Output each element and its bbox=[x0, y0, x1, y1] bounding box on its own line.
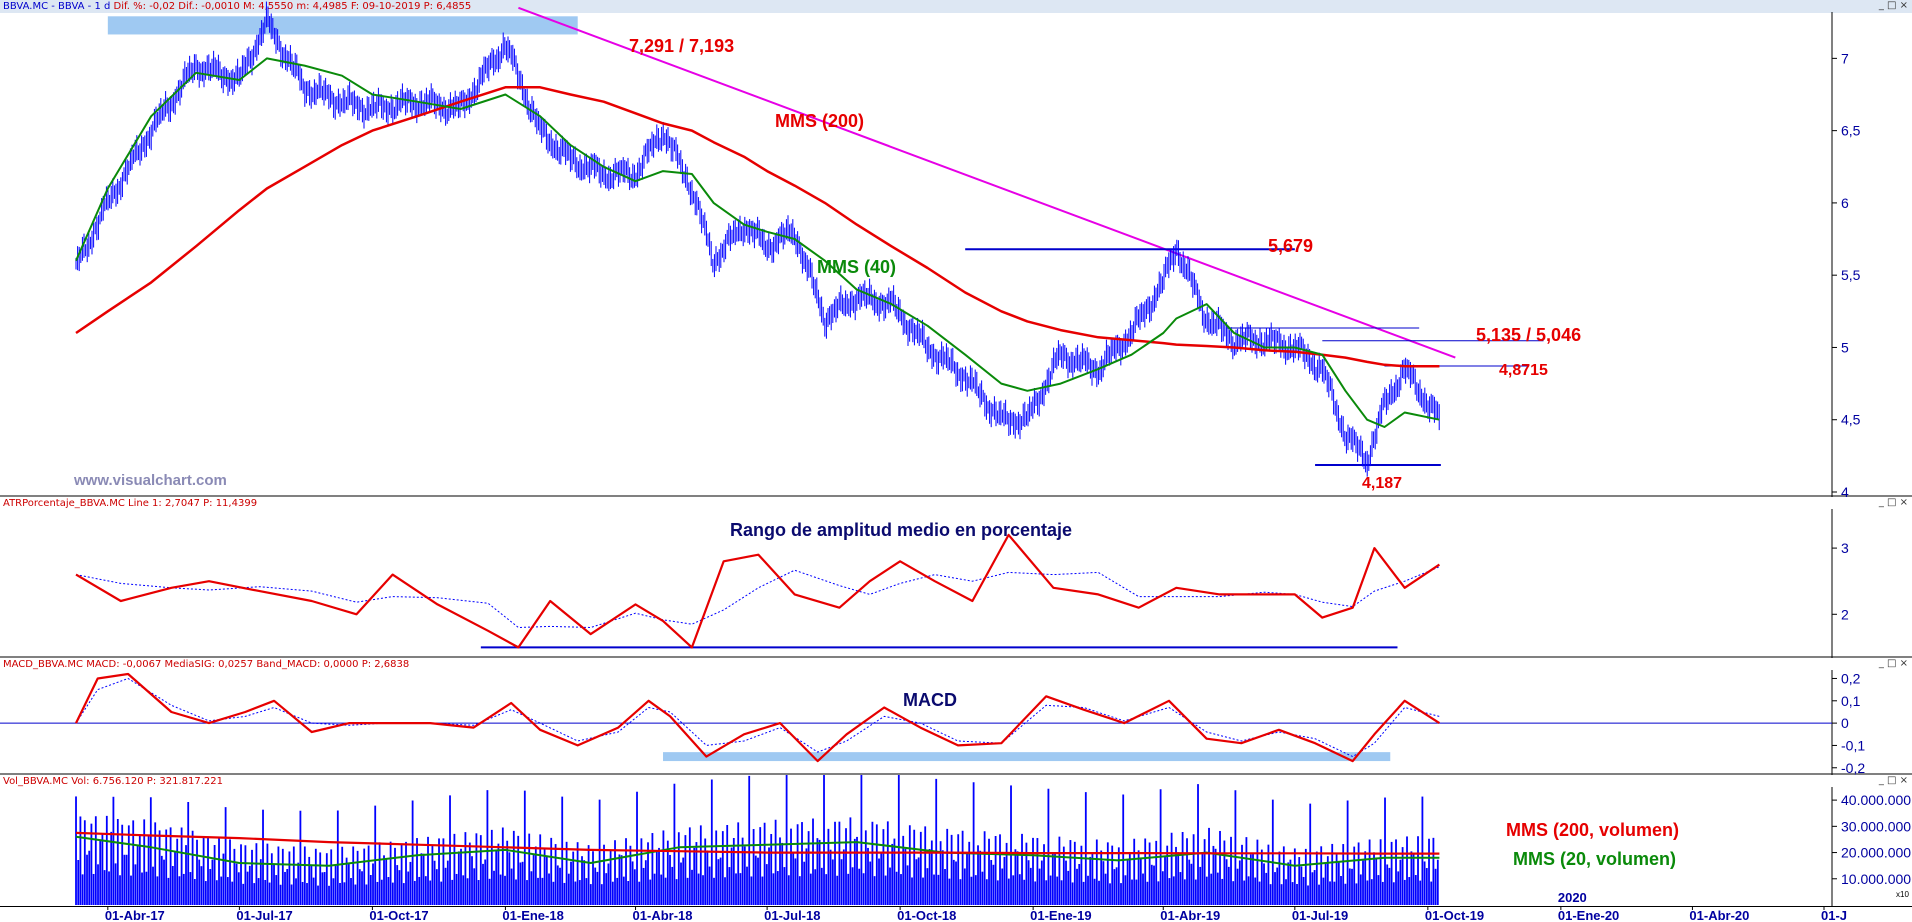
macd-title: MACD bbox=[903, 690, 957, 710]
macd-panel-stats: MACD: -0,0067 MediaSIG: 0,0257 Band_MACD… bbox=[83, 659, 410, 670]
date-tick-label: 01-Jul-18 bbox=[764, 908, 820, 922]
price-panel: BBVA.MC - BBVA - 1 d Dif. %: -0,02 Dif.:… bbox=[0, 0, 1912, 497]
level-5679-label: 5,679 bbox=[1268, 236, 1313, 256]
atr-title: Rango de amplitud medio en porcentaje bbox=[730, 520, 1072, 540]
y-tick-label: 7 bbox=[1841, 50, 1849, 66]
atr-panel-header: ATRPorcentaje_BBVA.MC Line 1: 2,7047 P: … bbox=[0, 497, 1912, 510]
y-tick-label: 10.000.000 bbox=[1841, 871, 1911, 887]
atr-panel: ATRPorcentaje_BBVA.MC Line 1: 2,7047 P: … bbox=[0, 497, 1912, 658]
trend-line bbox=[518, 6, 1456, 359]
macd-panel: MACD_BBVA.MC MACD: -0,0067 MediaSIG: 0,0… bbox=[0, 658, 1912, 775]
date-tick-label: 01-Abr-20 bbox=[1689, 908, 1749, 922]
date-tick-label: 01-Ene-20 bbox=[1558, 908, 1619, 922]
atr-panel-title: ATRPorcentaje_BBVA.MC bbox=[3, 498, 125, 509]
date-tick-label: 01-Ene-19 bbox=[1030, 908, 1091, 922]
date-tick-label: 01-Abr-19 bbox=[1160, 908, 1220, 922]
year-label: 2020 bbox=[1558, 890, 1587, 905]
volume-panel-controls[interactable]: _ □ × bbox=[1878, 775, 1908, 786]
atr-panel-controls[interactable]: _ □ × bbox=[1878, 497, 1908, 508]
volume-panel-title: Vol_BBVA.MC bbox=[3, 776, 69, 787]
volume-chart[interactable]: 40.000.000 30.000.000 20.000.000 10.000.000… bbox=[0, 775, 1912, 906]
y-tick-label: 4 bbox=[1841, 484, 1849, 497]
date-axis: 01-Abr-17 01-Jul-17 01-Oct-17 01-Ene-18 01-A… bbox=[0, 906, 1912, 922]
price-panel-title: BBVA.MC - BBVA - 1 d bbox=[3, 1, 111, 12]
date-axis-svg: 01-Abr-17 01-Jul-17 01-Oct-17 01-Ene-18 01-A… bbox=[0, 906, 1912, 922]
macd-chart[interactable]: 0,2 0,1 0 -0,1 -0,2 MACD bbox=[0, 658, 1912, 775]
date-tick-label: 01-Jul-19 bbox=[1292, 908, 1348, 922]
resistance-band bbox=[107, 16, 578, 35]
macd-signal-line bbox=[75, 678, 1440, 758]
support-label: 4,187 bbox=[1362, 475, 1402, 492]
price-panel-stats: Dif. %: -0,02 Dif.: -0,0010 M: 4,5550 m:… bbox=[110, 1, 472, 12]
y-tick-label: -0,1 bbox=[1841, 737, 1865, 753]
macd-panel-controls[interactable]: _ □ × bbox=[1878, 658, 1908, 669]
y-tick-label: 0 bbox=[1841, 715, 1849, 731]
date-tick-label: 01-Oct-19 bbox=[1425, 908, 1484, 922]
volume-panel-header: Vol_BBVA.MC Vol: 6.756.120 P: 321.817.22… bbox=[0, 775, 1912, 788]
sma40-label: MMS (40) bbox=[817, 257, 896, 277]
macd-highlight-band bbox=[663, 752, 1391, 762]
vol-sma200-label: MMS (200, volumen) bbox=[1506, 820, 1679, 840]
volume-panel: Vol_BBVA.MC Vol: 6.756.120 P: 321.817.22… bbox=[0, 775, 1912, 906]
sma40-line bbox=[75, 57, 1440, 428]
price-panel-controls[interactable]: _ □ × bbox=[1878, 0, 1908, 11]
volume-panel-stats: Vol: 6.756.120 P: 321.817.221 bbox=[68, 776, 223, 787]
atr-panel-stats: Line 1: 2,7047 P: 11,4399 bbox=[124, 498, 258, 509]
date-tick-label: 01-Jul-17 bbox=[236, 908, 292, 922]
watermark: www.visualchart.com bbox=[73, 472, 227, 489]
y-tick-label: 30.000.000 bbox=[1841, 818, 1911, 834]
level-48715-label: 4,8715 bbox=[1499, 362, 1548, 379]
vol-sma20-line bbox=[75, 835, 1440, 867]
y-tick-label: 3 bbox=[1841, 540, 1849, 556]
date-tick-label: 01-Oct-17 bbox=[369, 908, 428, 922]
date-tick-label: 01-Abr-17 bbox=[105, 908, 165, 922]
date-tick-label: 01-Ene-18 bbox=[502, 908, 563, 922]
y-tick-label: 5 bbox=[1841, 339, 1849, 355]
atr-chart[interactable]: 3 2 Rango de amplitud medio en porcentaje bbox=[0, 497, 1912, 658]
sma200-line bbox=[75, 86, 1440, 368]
y-tick-label: 0,2 bbox=[1841, 670, 1861, 686]
macd-panel-header: MACD_BBVA.MC MACD: -0,0067 MediaSIG: 0,0… bbox=[0, 658, 1912, 671]
y-tick-label: 4,5 bbox=[1841, 412, 1861, 428]
vol-sma20-label: MMS (20, volumen) bbox=[1513, 849, 1676, 869]
resistance-label: 7,291 / 7,193 bbox=[629, 36, 734, 56]
vol-unit: x10 bbox=[1896, 890, 1909, 899]
level-5135-label: 5,135 / 5,046 bbox=[1476, 325, 1581, 345]
atr-line bbox=[75, 533, 1441, 649]
date-tick-label: 01-Abr-18 bbox=[633, 908, 693, 922]
y-tick-label: 40.000.000 bbox=[1841, 792, 1911, 808]
y-tick-label: 6 bbox=[1841, 195, 1849, 211]
sma200-label: MMS (200) bbox=[775, 111, 864, 131]
y-tick-label: 5,5 bbox=[1841, 267, 1861, 283]
y-tick-label: -0,2 bbox=[1841, 760, 1865, 775]
vol-sma200-line bbox=[75, 831, 1440, 855]
price-chart[interactable]: 7 6,5 6 5,5 5 4,5 4 www.visualchart.com 7,291 … bbox=[0, 0, 1912, 497]
price-panel-header: BBVA.MC - BBVA - 1 d Dif. %: -0,02 Dif.:… bbox=[0, 0, 1912, 13]
macd-line bbox=[75, 672, 1440, 763]
date-tick-label: 01-J bbox=[1821, 908, 1847, 922]
macd-panel-title: MACD_BBVA.MC bbox=[3, 659, 84, 670]
atr-average-line bbox=[75, 566, 1440, 628]
y-tick-label: 20.000.000 bbox=[1841, 845, 1911, 861]
y-tick-label: 2 bbox=[1841, 606, 1849, 622]
y-tick-label: 0,1 bbox=[1841, 693, 1861, 709]
y-tick-label: 6,5 bbox=[1841, 123, 1861, 139]
date-tick-label: 01-Oct-18 bbox=[897, 908, 956, 922]
